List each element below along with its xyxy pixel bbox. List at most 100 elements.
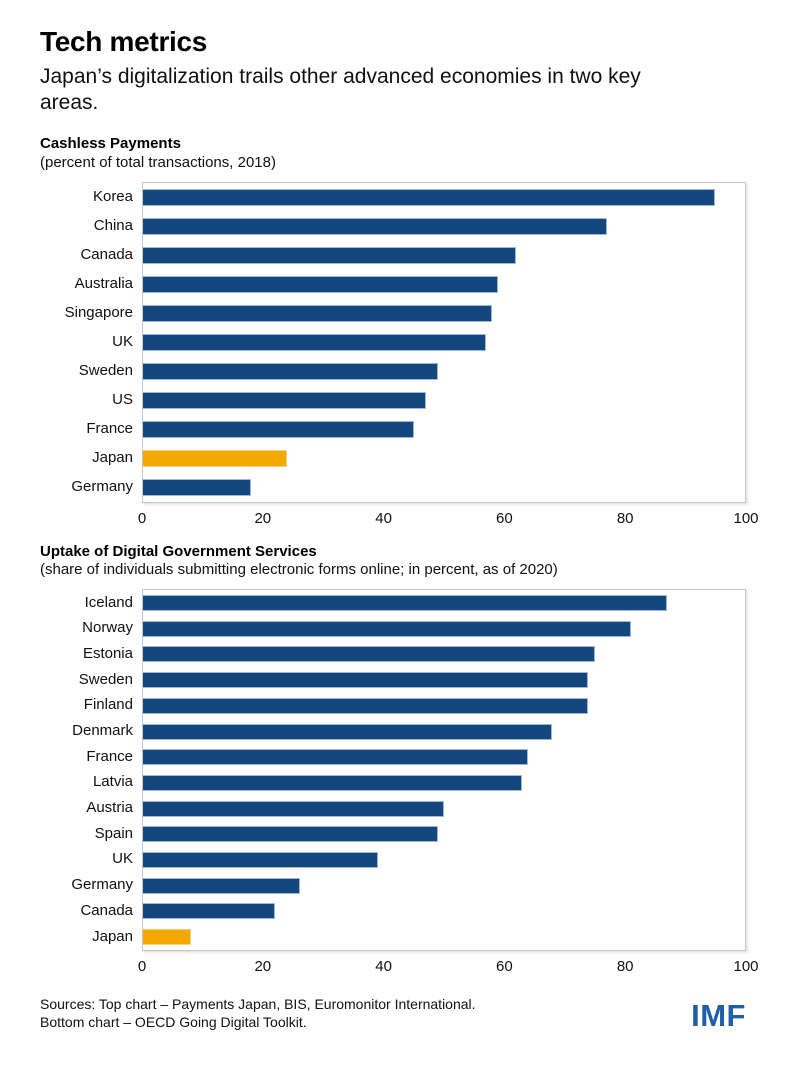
bar-row [143, 386, 745, 415]
category-label: Canada [80, 245, 133, 263]
x-axis: 0 20 40 60 80 100 [138, 955, 759, 981]
bar [143, 877, 300, 894]
category-label: Germany [71, 477, 133, 495]
bar [143, 275, 499, 293]
category-label: Norway [82, 619, 133, 637]
bar-row [143, 328, 745, 357]
bar [143, 333, 487, 351]
bar-row [143, 241, 745, 270]
category-label: Austria [86, 799, 133, 817]
bar [143, 646, 595, 663]
bar [143, 188, 715, 206]
category-label: Latvia [92, 773, 133, 791]
bar [143, 478, 252, 496]
chart-subtitle: (percent of total transactions, 2018) [40, 153, 276, 171]
x-axis-tick: 60 [496, 509, 513, 527]
chart-title: Uptake of Digital Government Services [40, 542, 317, 560]
bar [143, 620, 631, 637]
bar [143, 826, 438, 843]
category-label: Sweden [78, 361, 133, 379]
bar-row [143, 616, 745, 642]
bar-row [143, 473, 745, 502]
bar-row [143, 847, 745, 873]
bar [143, 420, 414, 438]
x-axis-tick: 60 [496, 957, 513, 975]
category-label: Japan [92, 927, 133, 945]
bar-row [143, 924, 745, 950]
sources-line-2: Bottom chart – OECD Going Digital Toolki… [40, 1014, 307, 1031]
category-label: France [86, 747, 133, 765]
bar-row [143, 270, 745, 299]
category-label: Australia [74, 274, 133, 292]
bar-row [143, 821, 745, 847]
x-axis-tick: 0 [137, 957, 147, 975]
x-axis: 0 20 40 60 80 100 [138, 507, 759, 533]
bar-row [143, 183, 745, 212]
x-axis-tick: 0 [137, 509, 147, 527]
x-axis-tick: 20 [254, 509, 272, 527]
chart-subtitle: (share of individuals submitting electro… [40, 561, 558, 579]
imf-logo: IMF [691, 998, 746, 1034]
chart-area: Korea China Canada Australia Singapore UK Swed… [40, 181, 746, 503]
page-title: Tech metrics [40, 26, 208, 57]
category-label: US [112, 390, 133, 408]
x-axis-tick: 40 [375, 957, 392, 975]
bar [143, 391, 426, 409]
bar [143, 217, 607, 235]
category-label: Japan [92, 448, 133, 466]
x-axis-tick: 100 [733, 509, 759, 527]
bar-row [143, 796, 745, 822]
bar-row [143, 770, 745, 796]
category-label: China [93, 216, 133, 234]
bar [143, 304, 493, 322]
category-labels: Korea China Canada Australia Singapore UK Swed… [40, 182, 142, 503]
category-label: Germany [71, 876, 133, 894]
bar [143, 723, 553, 740]
bar [143, 749, 529, 766]
category-label: Korea [92, 187, 133, 205]
bar-row [143, 212, 745, 241]
category-label: Sweden [78, 670, 133, 688]
x-axis-tick: 80 [616, 957, 634, 975]
x-axis-tick: 40 [375, 509, 392, 527]
page-header: Tech metrics Japan’s digitalization trai… [40, 26, 746, 115]
bar-row [143, 415, 745, 444]
category-labels: Iceland Norway Estonia Sweden Finland Denmark… [40, 589, 142, 951]
category-label: Denmark [72, 722, 133, 739]
bar-row [143, 693, 745, 719]
bar [143, 672, 589, 689]
page-subtitle: Japan’s digitalization trails other adva… [40, 65, 641, 114]
plot-area [142, 589, 746, 951]
category-label: Estonia [82, 644, 133, 662]
bar-highlighted [143, 929, 192, 945]
chart-cashless-payments: Cashless Payments (percent of total tran… [40, 135, 759, 533]
x-axis-tick: 20 [254, 957, 272, 975]
bar-highlighted [143, 449, 288, 467]
category-label: UK [112, 332, 133, 350]
category-label: Spain [94, 824, 133, 842]
bar [143, 595, 667, 612]
bar-row [143, 898, 745, 924]
category-label: UK [112, 850, 133, 868]
bar [143, 697, 589, 714]
sources-note: Sources: Top chart – Payments Japan, BIS… [40, 995, 476, 1031]
chart-area: Iceland Norway Estonia Sweden Finland Denmark… [40, 589, 746, 951]
sources-line-1: Sources: Top chart – Payments Japan, BIS… [40, 995, 476, 1012]
chart-digital-government: Uptake of Digital Government Services (s… [40, 542, 759, 981]
x-axis-tick: 80 [616, 509, 634, 527]
bar-row [143, 590, 745, 616]
category-label: France [86, 419, 133, 437]
bar [143, 800, 444, 817]
bar-row [143, 444, 745, 473]
chart-title: Cashless Payments [40, 135, 181, 153]
category-label: Singapore [64, 303, 133, 321]
bar [143, 903, 276, 920]
bar-row [143, 357, 745, 386]
bar-row [143, 299, 745, 328]
bar [143, 851, 378, 868]
bar-row [143, 667, 745, 693]
bar-row [143, 744, 745, 770]
category-label: Finland [83, 696, 133, 714]
category-label: Iceland [84, 593, 133, 611]
bar-row [143, 873, 745, 899]
